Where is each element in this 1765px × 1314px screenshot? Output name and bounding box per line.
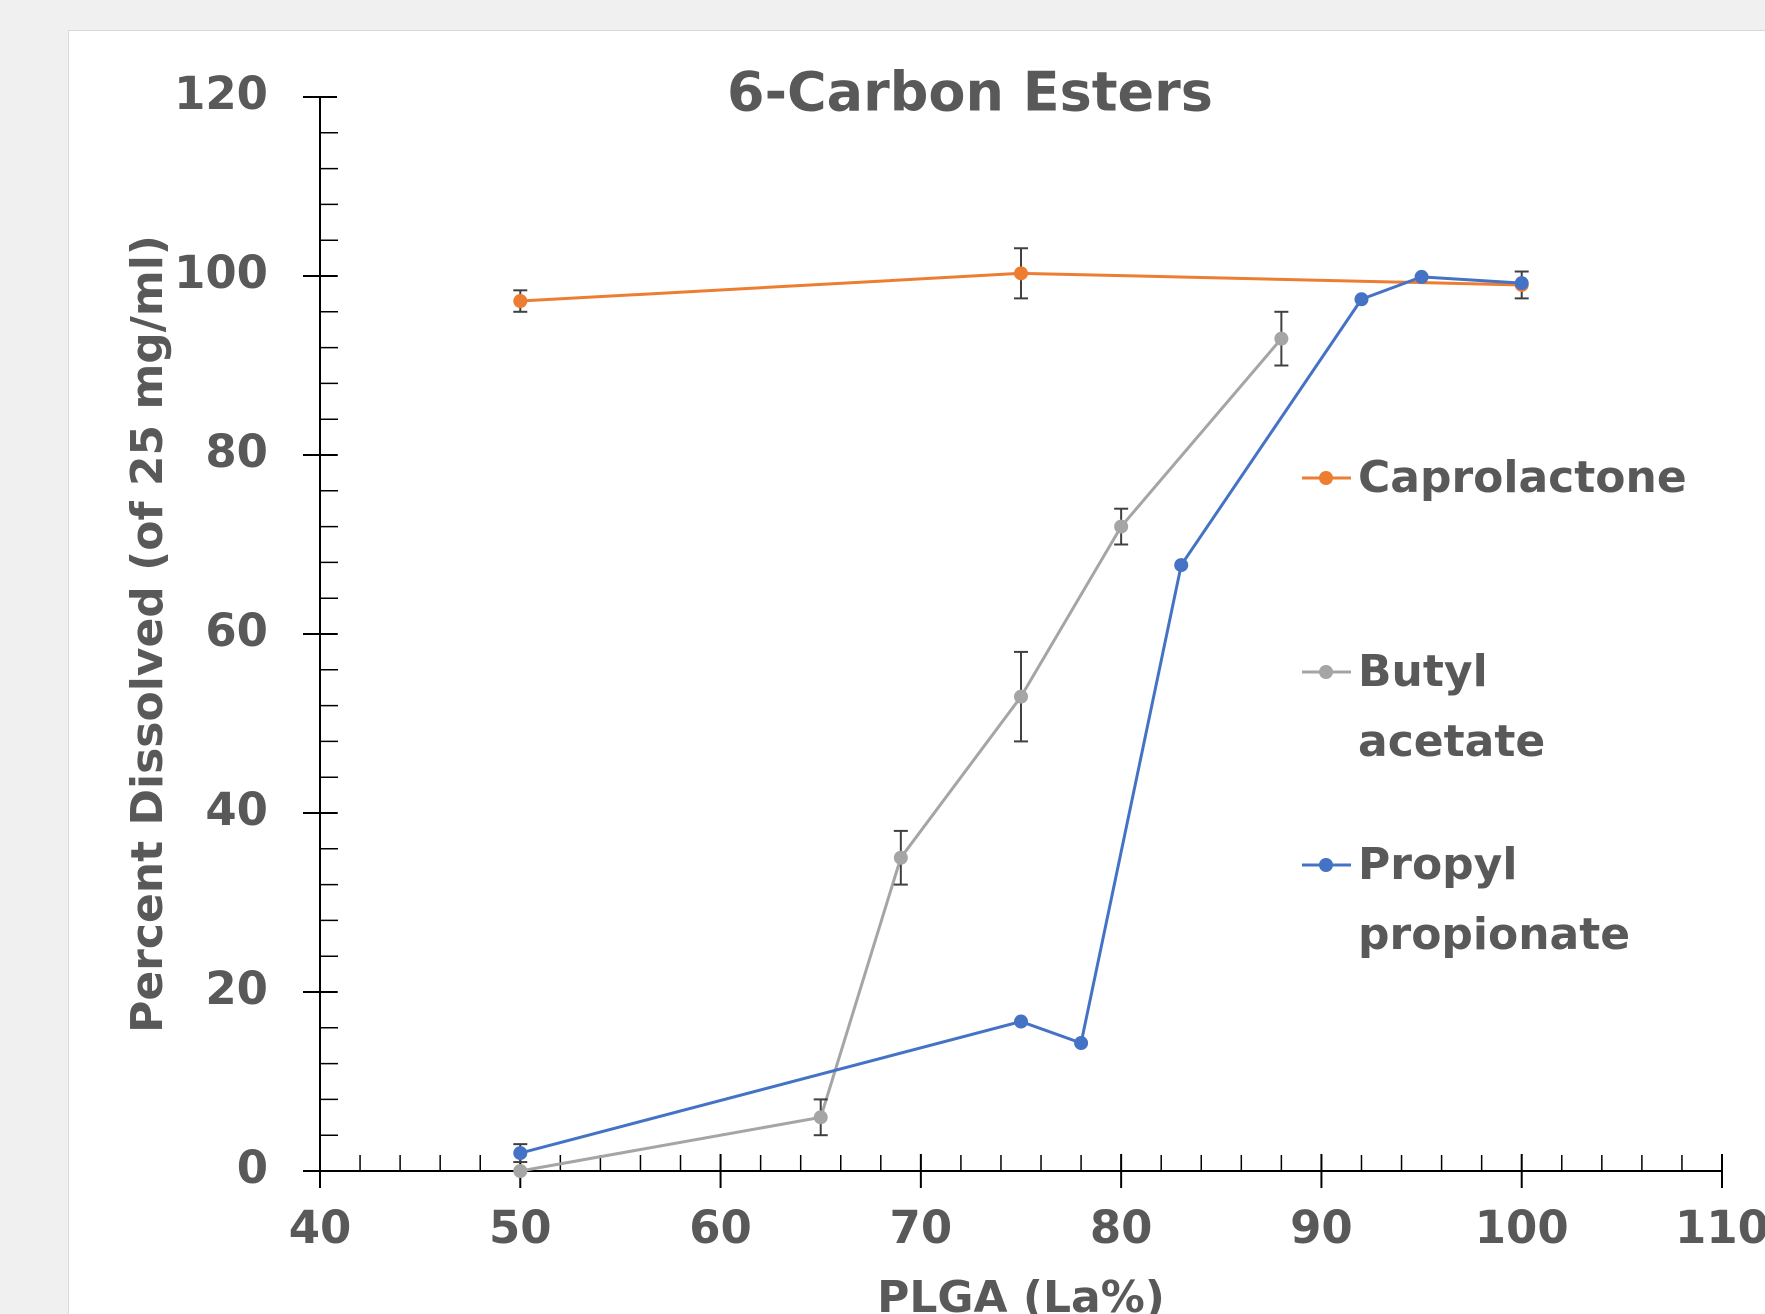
y-tick-label: 60 <box>205 604 268 657</box>
legend-label: Butyl acetate <box>1358 646 1546 767</box>
data-point <box>1354 292 1369 307</box>
y-axis-title: Percent Dissolved (of 25 mg/ml) <box>122 235 173 1033</box>
x-tick-label: 110 <box>1675 1201 1765 1254</box>
data-point <box>1014 1014 1028 1029</box>
data-point <box>513 1164 528 1178</box>
x-tick-label: 40 <box>289 1201 352 1254</box>
x-tick-label: 60 <box>689 1201 752 1254</box>
chart-title: 6-Carbon Esters <box>727 61 1213 124</box>
legend-label: Propyl propionate <box>1358 839 1631 960</box>
x-axis-title: PLGA (La%) <box>877 1272 1165 1314</box>
legend-label: Caprolactone <box>1358 452 1687 503</box>
x-tick-label: 80 <box>1090 1201 1153 1254</box>
data-point <box>1514 276 1529 291</box>
chart-panel <box>68 30 1765 1314</box>
y-tick-label: 40 <box>205 783 268 836</box>
data-point <box>513 1146 528 1161</box>
legend-marker <box>1319 471 1333 485</box>
x-tick-label: 100 <box>1475 1201 1569 1254</box>
data-point <box>1014 689 1028 704</box>
series-line <box>520 337 1283 1173</box>
legend-marker <box>1319 858 1333 872</box>
data-point <box>1014 266 1028 281</box>
data-point <box>1174 558 1189 573</box>
data-point <box>1414 269 1429 284</box>
data-point <box>1274 331 1289 346</box>
data-point <box>893 850 908 865</box>
data-point <box>513 294 528 309</box>
legend-marker <box>1319 665 1333 679</box>
y-tick-label: 20 <box>205 962 268 1015</box>
data-point <box>1074 1036 1089 1051</box>
x-tick-label: 50 <box>489 1201 552 1254</box>
y-tick-label: 100 <box>174 246 268 299</box>
x-tick-label: 90 <box>1290 1201 1353 1254</box>
y-tick-label: 80 <box>205 425 268 478</box>
data-point <box>813 1110 828 1125</box>
data-point <box>1114 519 1129 534</box>
y-tick-label: 0 <box>237 1141 268 1194</box>
y-tick-label: 120 <box>174 67 268 120</box>
x-tick-label: 70 <box>890 1201 953 1254</box>
